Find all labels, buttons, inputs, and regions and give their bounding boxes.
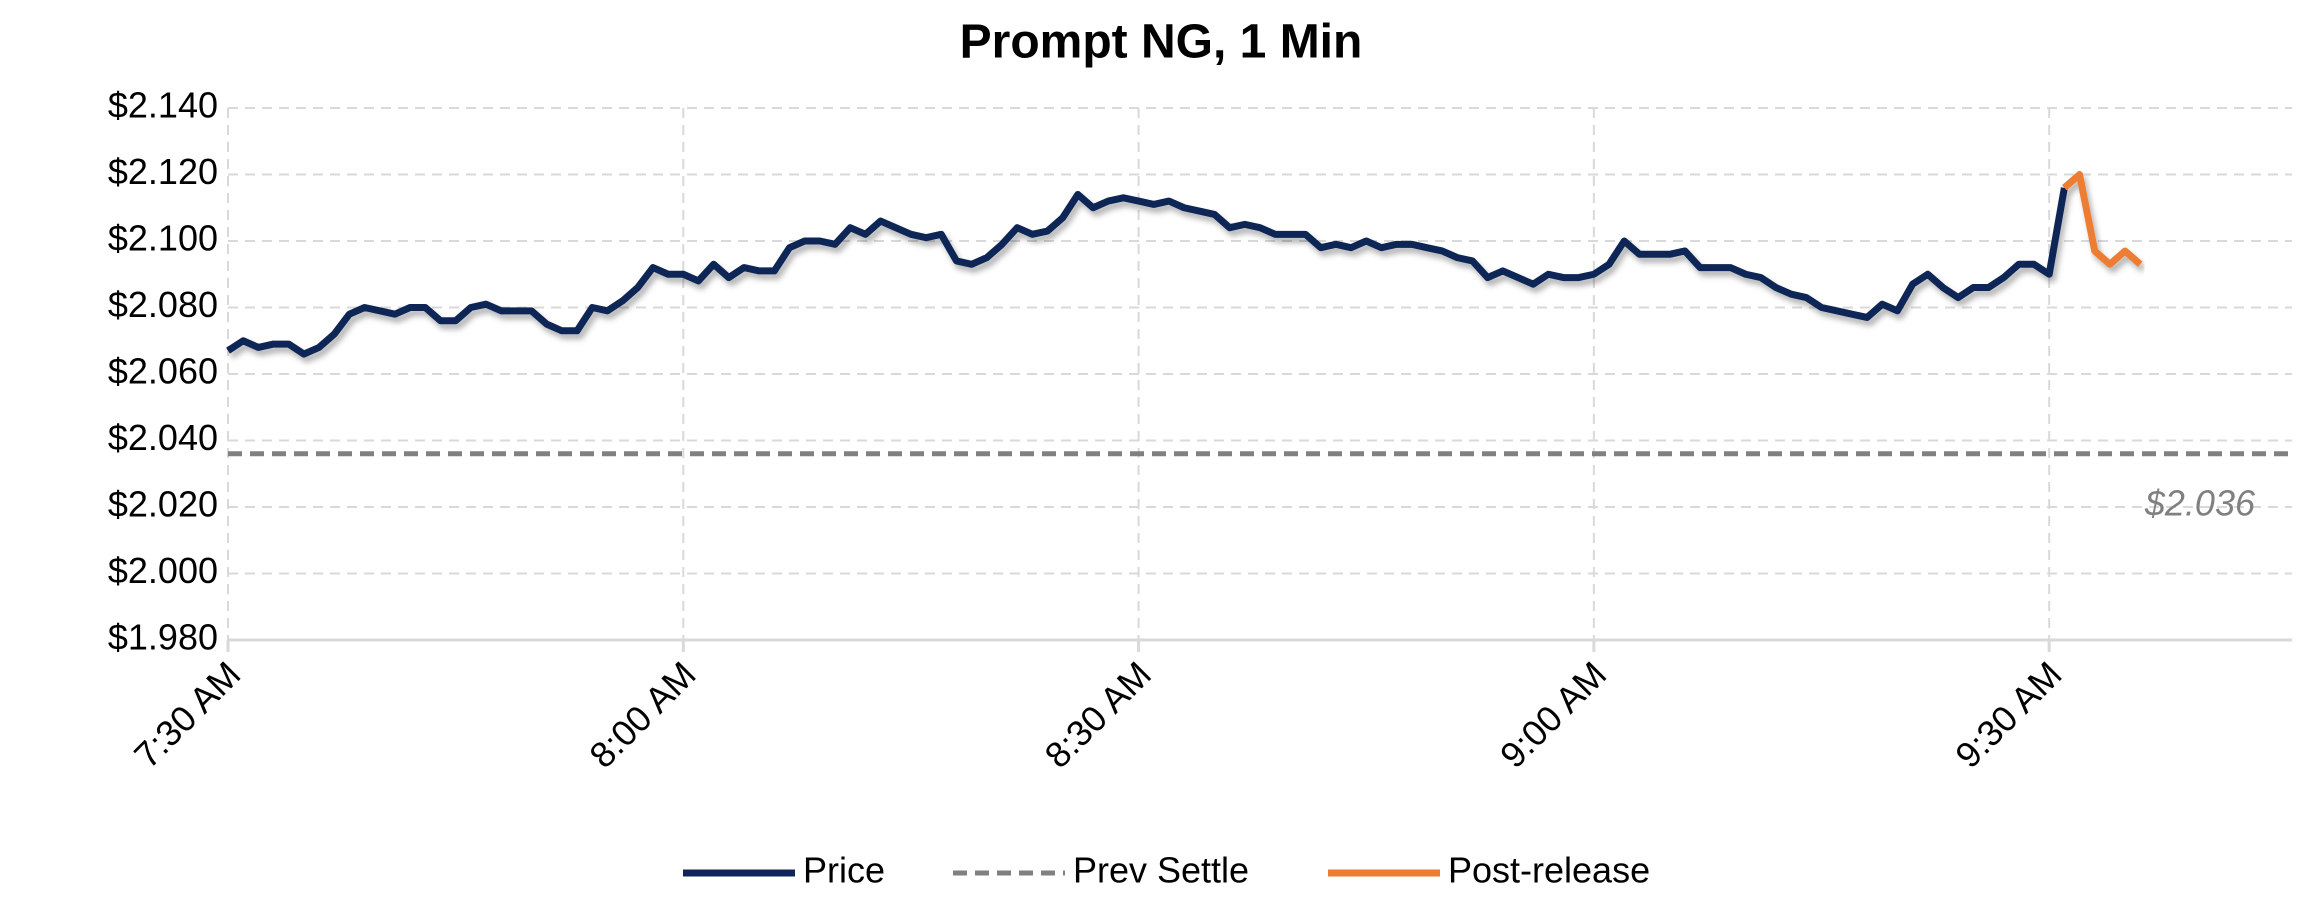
legend-label: Price [803, 850, 885, 891]
y-tick-label: $2.040 [108, 417, 218, 458]
legend-label: Prev Settle [1073, 850, 1249, 891]
y-tick-label: $2.000 [108, 550, 218, 591]
x-tick-label: 8:30 AM [1037, 653, 1159, 775]
y-tick-label: $2.120 [108, 151, 218, 192]
legend-label: Post-release [1448, 850, 1650, 891]
series-line [226, 187, 2068, 358]
y-tick-label: $2.020 [108, 484, 218, 525]
y-tick-label: $1.980 [108, 617, 218, 658]
chart-title: Prompt NG, 1 Min [960, 16, 1363, 69]
x-tick-label: 7:30 AM [126, 653, 248, 775]
y-tick-label: $2.060 [108, 351, 218, 392]
y-tick-label: $2.140 [108, 85, 218, 126]
y-tick-label: $2.100 [108, 218, 218, 259]
x-tick-label: 9:30 AM [1947, 653, 2069, 775]
y-tick-label: $2.080 [108, 284, 218, 325]
x-tick-label: 9:00 AM [1492, 653, 1614, 775]
x-tick-label: 8:00 AM [581, 653, 703, 775]
series-line [2062, 171, 2143, 268]
reference-label: $2.036 [2144, 482, 2256, 523]
